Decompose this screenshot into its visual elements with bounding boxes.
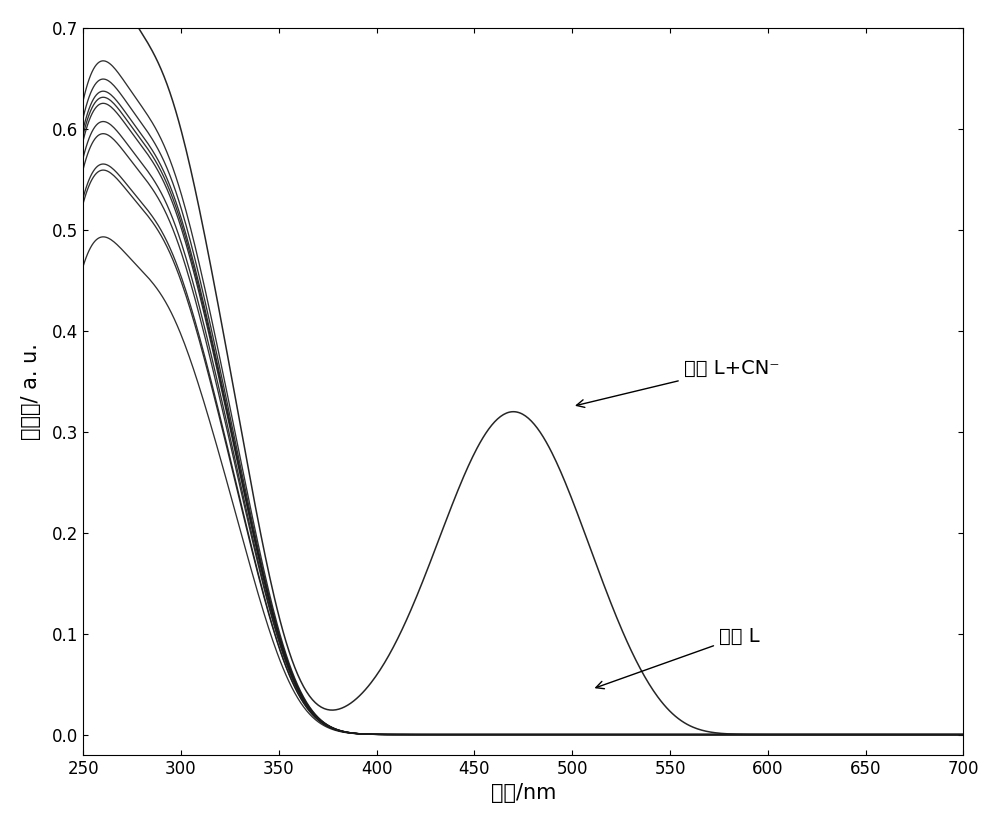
Text: 受体 L: 受体 L [596, 627, 760, 689]
Y-axis label: 吸光度/ a. u.: 吸光度/ a. u. [21, 343, 41, 440]
X-axis label: 波长/nm: 波长/nm [491, 783, 556, 803]
Text: 受体 L+CN⁻: 受体 L+CN⁻ [576, 358, 779, 407]
